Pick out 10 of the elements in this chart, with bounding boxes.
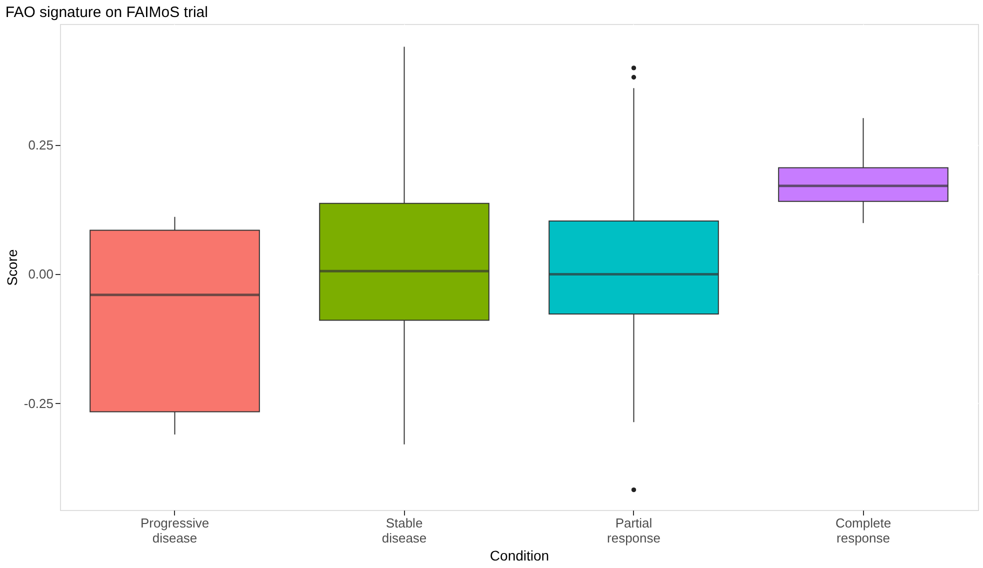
y-axis-title: Score [4,249,20,286]
y-tick-label: -0.25 [24,396,54,411]
y-tick-label: 0.25 [28,137,54,152]
x-tick-label: Stable disease [382,516,427,546]
x-axis-title: Condition [490,548,550,564]
chart-title: FAO signature on FAIMoS trial [5,4,208,21]
x-tick-label: Progressive disease [140,516,210,546]
x-tick-label: Partial response [607,516,660,546]
y-tick-label: 0.00 [28,266,54,282]
x-tick-label: Complete response [835,516,892,546]
